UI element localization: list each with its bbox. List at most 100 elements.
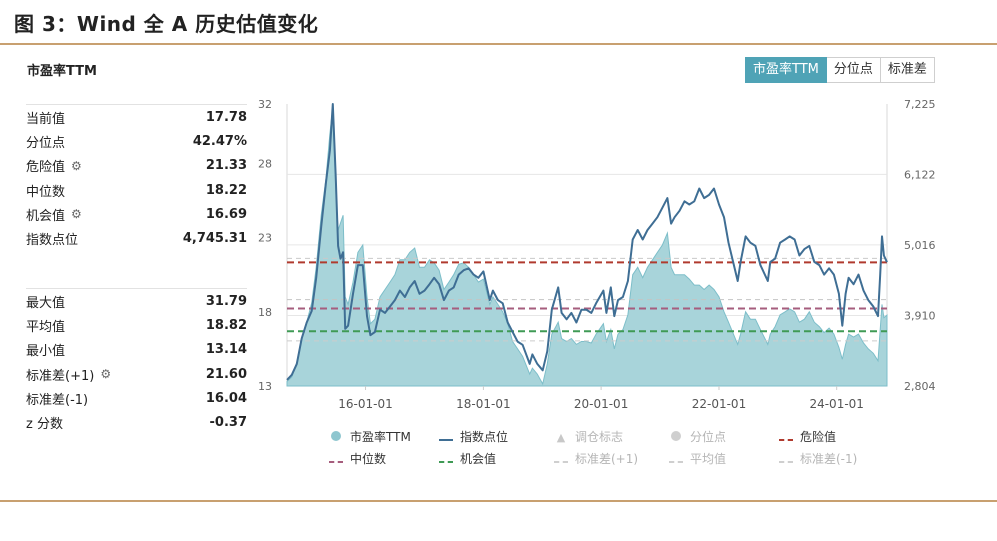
stat-label: 最小值 [26, 344, 66, 360]
x-tick-label: 16-01-01 [338, 397, 392, 411]
axis-layer: 2,804 3,910 5,016 6,122 7,225 13 18 23 28 32 16-01… [258, 98, 936, 411]
legend-item[interactable]: 市盈率TTM [325, 428, 411, 445]
legend-dash-icon [775, 452, 797, 466]
x-tick-label: 20-01-01 [574, 397, 628, 411]
stat-label-wrap: 平均值 [26, 316, 65, 335]
pe-area-layer [286, 107, 888, 387]
top-rule [0, 43, 997, 45]
legend-label: 市盈率TTM [350, 430, 411, 444]
stat-row: 标准差(-1) 16.04 [26, 386, 247, 410]
stats-history-group: 最大值 31.79 平均值 18.82 最小值 13.14 标准差(+1) ⚙ 21.60 标准差… [26, 288, 247, 435]
legend-label: 分位点 [690, 430, 727, 444]
stat-label: 分位点 [26, 135, 66, 151]
stat-value: 16.69 [205, 206, 247, 222]
stat-row: 中位数 18.22 [26, 178, 247, 202]
legend-dot-icon [325, 430, 347, 444]
stat-label: 标准差(-1) [26, 392, 89, 408]
y-left-tick-label: 28 [258, 157, 272, 170]
legend-label: 平均值 [690, 452, 727, 466]
stat-value: 21.33 [205, 158, 247, 174]
legend-label: 标准差(+1) [575, 452, 639, 466]
stat-label: 危险值 [26, 160, 66, 176]
legend-item[interactable]: 分位点 [665, 428, 726, 445]
stat-label: 机会值 [26, 208, 66, 224]
legend-item[interactable]: ▲ 调仓标志 [550, 428, 623, 445]
stat-label: 当前值 [26, 111, 66, 127]
x-tick-label: 22-01-01 [692, 397, 746, 411]
panel-title: 市盈率TTM [27, 64, 97, 79]
legend-label: 机会值 [460, 452, 497, 466]
y-right-tick-label: 7,225 [904, 98, 936, 111]
legend-label: 指数点位 [460, 430, 509, 444]
y-right-tick-label: 2,804 [904, 380, 936, 393]
tab-std-dev[interactable]: 标准差 [880, 57, 935, 83]
stat-row: 最大值 31.79 [26, 289, 247, 313]
legend-line-icon [435, 430, 457, 444]
legend-item[interactable]: 指数点位 [435, 428, 508, 445]
legend-dash-icon [325, 452, 347, 466]
legend-label: 中位数 [350, 452, 387, 466]
stat-label: 标准差(+1) [26, 368, 95, 384]
stat-value: 4,745.31 [182, 231, 247, 247]
legend-item[interactable]: 机会值 [435, 450, 496, 467]
legend-item[interactable]: 中位数 [325, 450, 386, 467]
stat-label: 指数点位 [26, 233, 79, 249]
stat-label-wrap: 中位数 [26, 181, 65, 200]
legend-dash-icon [435, 452, 457, 466]
index-line-layer [286, 103, 888, 381]
y-right-tick-label: 5,016 [904, 239, 936, 252]
stat-value: 16.04 [205, 390, 247, 406]
gear-icon[interactable]: ⚙ [100, 367, 112, 382]
legend-dash-icon [775, 430, 797, 444]
stat-label: z 分数 [26, 417, 63, 433]
stat-label-wrap: 最大值 [26, 292, 65, 311]
y-right-tick-label: 6,122 [904, 168, 936, 181]
stat-label-wrap: 指数点位 [26, 229, 78, 248]
tab-pe-ttm[interactable]: 市盈率TTM [745, 57, 827, 83]
stat-row: 指数点位 4,745.31 [26, 226, 247, 250]
stat-label-wrap: 当前值 [26, 108, 65, 127]
legend-item[interactable]: 标准差(+1) [550, 450, 638, 467]
pe-ttm-area [286, 107, 888, 387]
bottom-rule [0, 500, 997, 502]
stat-label: 中位数 [26, 184, 66, 200]
stat-label-wrap: 危险值 ⚙ [26, 156, 82, 176]
stats-current-group: 当前值 17.78 分位点 42.47% 危险值 ⚙ 21.33 中位数 18.22 机会值 ⚙ 16… [26, 104, 247, 251]
legend-item[interactable]: 标准差(-1) [775, 450, 857, 467]
stat-label-wrap: 机会值 ⚙ [26, 205, 82, 224]
stat-row: 最小值 13.14 [26, 338, 247, 362]
y-left-tick-label: 18 [258, 306, 272, 319]
stat-label-wrap: z 分数 [26, 413, 63, 432]
x-tick-label: 18-01-01 [456, 397, 510, 411]
legend-label: 危险值 [800, 430, 837, 444]
stat-value: 31.79 [205, 293, 247, 309]
stat-row: 当前值 17.78 [26, 105, 247, 129]
legend-triangle-icon: ▲ [556, 430, 566, 444]
legend-item[interactable]: 危险值 [775, 428, 836, 445]
legend-item[interactable]: 平均值 [665, 450, 726, 467]
y-left-tick-label: 32 [258, 98, 272, 111]
stat-label-wrap: 最小值 [26, 340, 65, 359]
reference-lines-layer [287, 257, 887, 342]
stat-value: 17.78 [205, 109, 247, 125]
legend-dash-icon [550, 452, 572, 466]
legend-dot-icon [665, 430, 687, 444]
stat-label-wrap: 分位点 [26, 132, 65, 151]
legend-label: 调仓标志 [575, 430, 624, 444]
index-level-line [286, 103, 888, 381]
stat-label-wrap: 标准差(+1) ⚙ [26, 365, 111, 384]
stat-value: 18.82 [205, 317, 247, 333]
stat-row: 分位点 42.47% [26, 129, 247, 153]
stat-row: 标准差(+1) ⚙ 21.60 [26, 362, 247, 386]
y-left-tick-label: 23 [258, 232, 272, 245]
stat-value: 42.47% [192, 133, 247, 149]
stat-value: 13.14 [205, 342, 247, 358]
tab-percentile[interactable]: 分位点 [826, 57, 881, 83]
stat-label: 最大值 [26, 295, 66, 311]
gear-icon[interactable]: ⚙ [71, 207, 82, 222]
legend-dash-icon [665, 452, 687, 466]
figure-title: 图 3：Wind 全 A 历史估值变化 [14, 12, 319, 36]
gear-icon[interactable]: ⚙ [71, 158, 82, 173]
stat-label: 平均值 [26, 319, 66, 335]
stat-value: 21.60 [205, 366, 247, 382]
